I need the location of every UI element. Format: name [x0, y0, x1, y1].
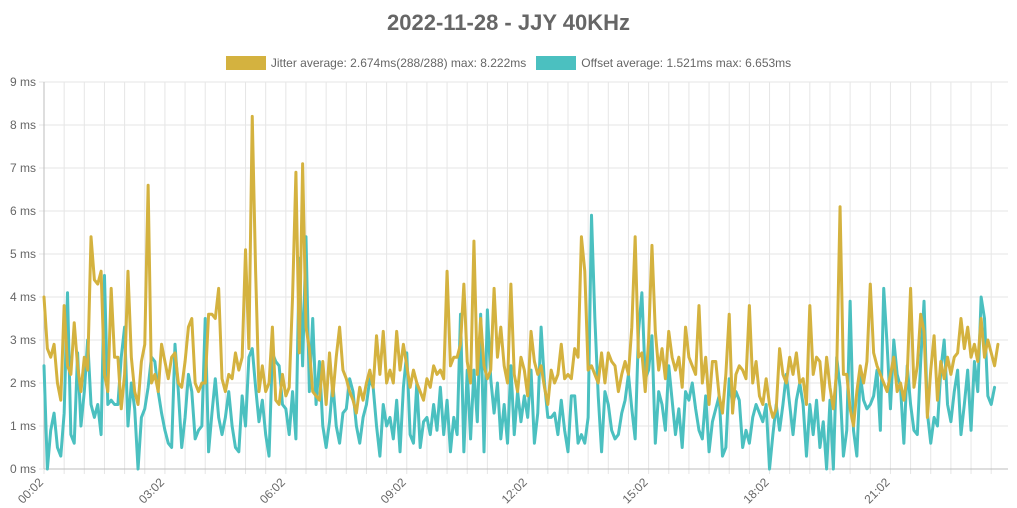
y-tick-label: 3 ms: [10, 333, 36, 347]
grid-lines: [39, 81, 1008, 474]
x-tick-label: 21:02: [861, 475, 892, 506]
x-tick-label: 09:02: [378, 475, 409, 506]
x-tick-label: 12:02: [499, 475, 530, 506]
y-tick-label: 7 ms: [10, 161, 36, 175]
legend-label-offset: Offset average: 1.521ms max: 6.653ms: [581, 56, 792, 70]
y-tick-label: 1 ms: [10, 419, 36, 433]
chart-legend: Jitter average: 2.674ms(288/288) max: 8.…: [0, 56, 1017, 70]
y-tick-label: 6 ms: [10, 204, 36, 218]
y-tick-label: 0 ms: [10, 462, 36, 476]
series-lines: [42, 114, 1000, 471]
y-tick-label: 4 ms: [10, 290, 36, 304]
x-tick-label: 18:02: [741, 475, 772, 506]
y-tick-label: 2 ms: [10, 376, 36, 390]
legend-swatch-offset: [536, 56, 577, 70]
x-tick-label: 00:02: [15, 475, 46, 506]
y-tick-label: 9 ms: [10, 75, 36, 89]
x-tick-label: 03:02: [136, 475, 167, 506]
y-tick-label: 5 ms: [10, 247, 36, 261]
y-tick-label: 8 ms: [10, 118, 36, 132]
x-tick-label: 15:02: [620, 475, 651, 506]
legend-label-jitter: Jitter average: 2.674ms(288/288) max: 8.…: [270, 56, 527, 70]
chart-title: 2022-11-28 - JJY 40KHz: [387, 10, 630, 35]
legend-swatch-jitter: [225, 56, 266, 70]
x-tick-label: 06:02: [257, 475, 288, 506]
legend-item-offset[interactable]: Offset average: 1.521ms max: 6.653ms: [536, 56, 791, 70]
legend-item-jitter[interactable]: Jitter average: 2.674ms(288/288) max: 8.…: [225, 56, 527, 70]
series-line-jitter: [42, 114, 1000, 428]
